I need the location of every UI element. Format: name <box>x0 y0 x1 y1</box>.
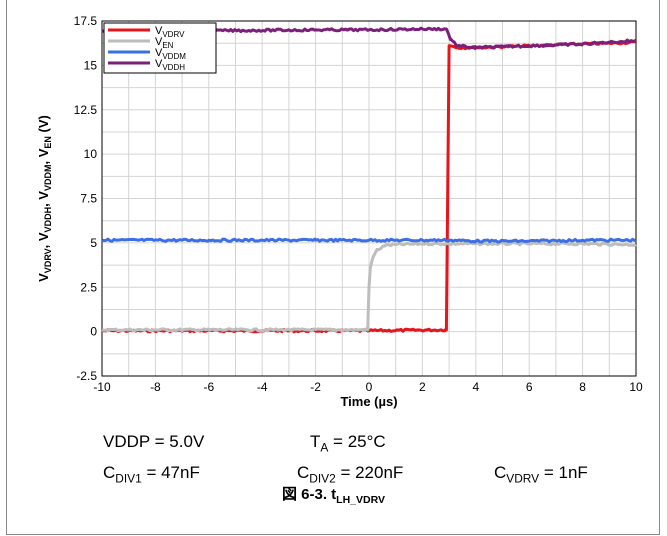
condition-cvdrv: CVDRV = 1nF <box>494 463 588 485</box>
y-tick-label: 10 <box>84 147 98 161</box>
legend-label-vdrv: VVDRV <box>155 25 185 39</box>
y-tick-label: 15 <box>84 58 98 72</box>
condition-vddp-value: = 5.0V <box>149 432 205 451</box>
x-tick-label: -4 <box>257 380 268 394</box>
tick-labels: -10 -8 -6 -4 -2 0 2 4 6 8 10 -2.5 0 2.5 5 7.5 10 12.5 15 17… <box>74 14 643 394</box>
condition-ta-value: = 25°C <box>328 432 386 451</box>
condition-cvdrv-sub: VDRV <box>506 471 540 486</box>
condition-vddp-name: VDDP <box>103 432 150 451</box>
figure-caption: 図 6-3. tLH_VDRV <box>0 483 667 506</box>
condition-vddp: VDDP = 5.0V <box>103 432 204 452</box>
x-tick-label: 8 <box>579 380 586 394</box>
condition-cdiv1-value: = 47nF <box>141 463 200 482</box>
x-tick-label: -6 <box>203 380 214 394</box>
caption-prefix: 図 6-3. t <box>281 486 337 503</box>
x-tick-label: 2 <box>419 380 426 394</box>
condition-cdiv2-name: C <box>297 463 310 482</box>
figure-frame <box>6 0 660 535</box>
condition-cvdrv-name: C <box>494 463 507 482</box>
condition-cdiv1: CDIV1 = 47nF <box>103 463 200 485</box>
condition-cdiv1-sub: DIV1 <box>115 471 142 486</box>
condition-cdiv1-name: C <box>103 463 116 482</box>
x-tick-label: -2 <box>310 380 321 394</box>
y-axis-label: VVDRV, VVDDH, VVDDM, VEN (V) <box>36 115 53 282</box>
y-tick-label: 0 <box>90 325 97 339</box>
x-axis-label: Time (µs) <box>340 394 397 409</box>
plot-area-border <box>101 20 637 377</box>
legend-label-ven: VEN <box>155 36 174 50</box>
condition-cdiv2-value: = 220nF <box>335 463 404 482</box>
y-tick-label: 12.5 <box>74 103 98 117</box>
y-tick-label: 17.5 <box>74 14 98 28</box>
x-tick-label: 10 <box>629 380 643 394</box>
condition-cdiv2-sub: DIV2 <box>309 471 336 486</box>
legend-label-vddh: VVDDH <box>155 58 185 72</box>
condition-cdiv2: CDIV2 = 220nF <box>297 463 403 485</box>
legend-label-vddm: VVDDM <box>155 47 186 61</box>
x-tick-label: 4 <box>472 380 479 394</box>
x-tick-label: 0 <box>366 380 373 394</box>
y-tick-label: 7.5 <box>80 192 97 206</box>
x-tick-label: -10 <box>93 380 111 394</box>
y-tick-label: -2.5 <box>76 369 97 383</box>
y-tick-label: 2.5 <box>80 280 97 294</box>
caption-sub: LH_VDRV <box>336 494 385 506</box>
chart: -10 -8 -6 -4 -2 0 2 4 6 8 10 -2.5 0 2.5 5 7.5 10 12.5 15 17… <box>36 14 643 409</box>
condition-ta-name: T <box>310 432 321 451</box>
condition-ta: TA = 25°C <box>310 432 386 454</box>
series-line-vddm <box>101 237 637 244</box>
series-line-ven <box>101 241 637 333</box>
x-tick-label: -8 <box>150 380 161 394</box>
x-tick-label: 6 <box>526 380 533 394</box>
condition-ta-sub: A <box>320 440 329 455</box>
y-tick-label: 5 <box>90 236 97 250</box>
condition-cvdrv-value: = 1nF <box>539 463 588 482</box>
